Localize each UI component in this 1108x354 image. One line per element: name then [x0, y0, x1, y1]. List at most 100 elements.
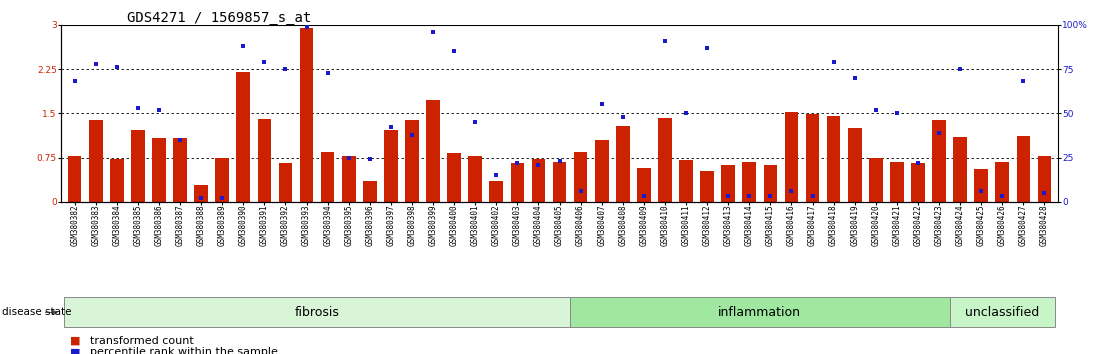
Point	[361, 156, 379, 162]
Point	[530, 162, 547, 167]
Bar	[953, 137, 967, 202]
Bar	[574, 152, 587, 202]
Bar	[1016, 136, 1030, 202]
Point	[256, 59, 274, 65]
Point	[193, 195, 211, 201]
Point	[319, 70, 337, 75]
Bar	[742, 162, 756, 202]
Bar	[679, 160, 692, 202]
Point	[403, 132, 421, 137]
Bar	[700, 171, 714, 202]
Bar	[427, 100, 440, 202]
Text: transformed count: transformed count	[90, 336, 194, 346]
Bar	[721, 165, 735, 202]
Point	[107, 64, 125, 70]
Bar	[595, 140, 608, 202]
Point	[382, 125, 400, 130]
Point	[445, 48, 463, 54]
Point	[509, 160, 526, 166]
Bar	[384, 130, 398, 202]
Bar	[173, 138, 187, 202]
Point	[761, 194, 779, 199]
Point	[129, 105, 146, 111]
Bar	[511, 164, 524, 202]
Point	[572, 188, 589, 194]
Bar	[152, 138, 166, 202]
Bar	[763, 165, 777, 202]
Bar	[848, 128, 862, 202]
Point	[614, 114, 632, 120]
Bar	[131, 130, 145, 202]
Point	[298, 24, 316, 29]
Point	[677, 110, 695, 116]
Bar	[637, 167, 650, 202]
Point	[172, 137, 189, 143]
Bar	[68, 156, 82, 202]
Point	[1036, 190, 1054, 196]
Point	[719, 194, 737, 199]
Point	[635, 194, 653, 199]
Bar	[616, 126, 629, 202]
Text: ■: ■	[70, 347, 80, 354]
Bar	[469, 156, 482, 202]
Bar	[806, 114, 820, 202]
Bar	[321, 152, 335, 202]
Text: disease state: disease state	[2, 307, 72, 318]
Point	[973, 188, 991, 194]
Point	[866, 107, 884, 113]
Point	[845, 75, 863, 81]
Bar	[1037, 156, 1051, 202]
Bar	[553, 162, 566, 202]
Bar	[257, 119, 271, 202]
Point	[888, 110, 905, 116]
Point	[930, 130, 947, 136]
Point	[740, 194, 758, 199]
Point	[235, 43, 253, 49]
Point	[824, 59, 842, 65]
Point	[1015, 79, 1033, 84]
Bar	[869, 158, 883, 202]
Bar	[911, 164, 925, 202]
Point	[214, 195, 232, 201]
Bar	[406, 120, 419, 202]
Bar	[974, 169, 988, 202]
Bar	[784, 112, 798, 202]
Point	[952, 66, 970, 72]
Point	[340, 155, 358, 160]
Bar	[932, 120, 946, 202]
Bar	[110, 159, 124, 202]
Point	[150, 107, 167, 113]
Point	[656, 38, 674, 44]
Point	[277, 66, 295, 72]
Text: unclassified: unclassified	[965, 306, 1039, 319]
Text: percentile rank within the sample: percentile rank within the sample	[90, 347, 278, 354]
Bar	[215, 158, 229, 202]
Point	[803, 194, 821, 199]
Bar	[448, 153, 461, 202]
Bar	[363, 181, 377, 202]
Point	[86, 61, 104, 67]
Bar	[827, 116, 841, 202]
Text: ■: ■	[70, 336, 80, 346]
Point	[994, 194, 1012, 199]
Text: GDS4271 / 1569857_s_at: GDS4271 / 1569857_s_at	[127, 11, 311, 25]
Bar	[236, 72, 250, 202]
Point	[65, 79, 83, 84]
Bar	[342, 156, 356, 202]
Bar	[490, 181, 503, 202]
Point	[909, 160, 926, 166]
Text: fibrosis: fibrosis	[295, 306, 339, 319]
Bar	[299, 28, 314, 202]
Bar	[658, 118, 671, 202]
Point	[593, 102, 611, 107]
Bar	[890, 162, 904, 202]
Point	[698, 45, 716, 51]
Bar	[278, 164, 293, 202]
Point	[466, 119, 484, 125]
Bar	[995, 162, 1009, 202]
Point	[424, 29, 442, 35]
Point	[782, 188, 800, 194]
Bar	[89, 120, 103, 202]
Point	[488, 172, 505, 178]
Text: inflammation: inflammation	[718, 306, 801, 319]
